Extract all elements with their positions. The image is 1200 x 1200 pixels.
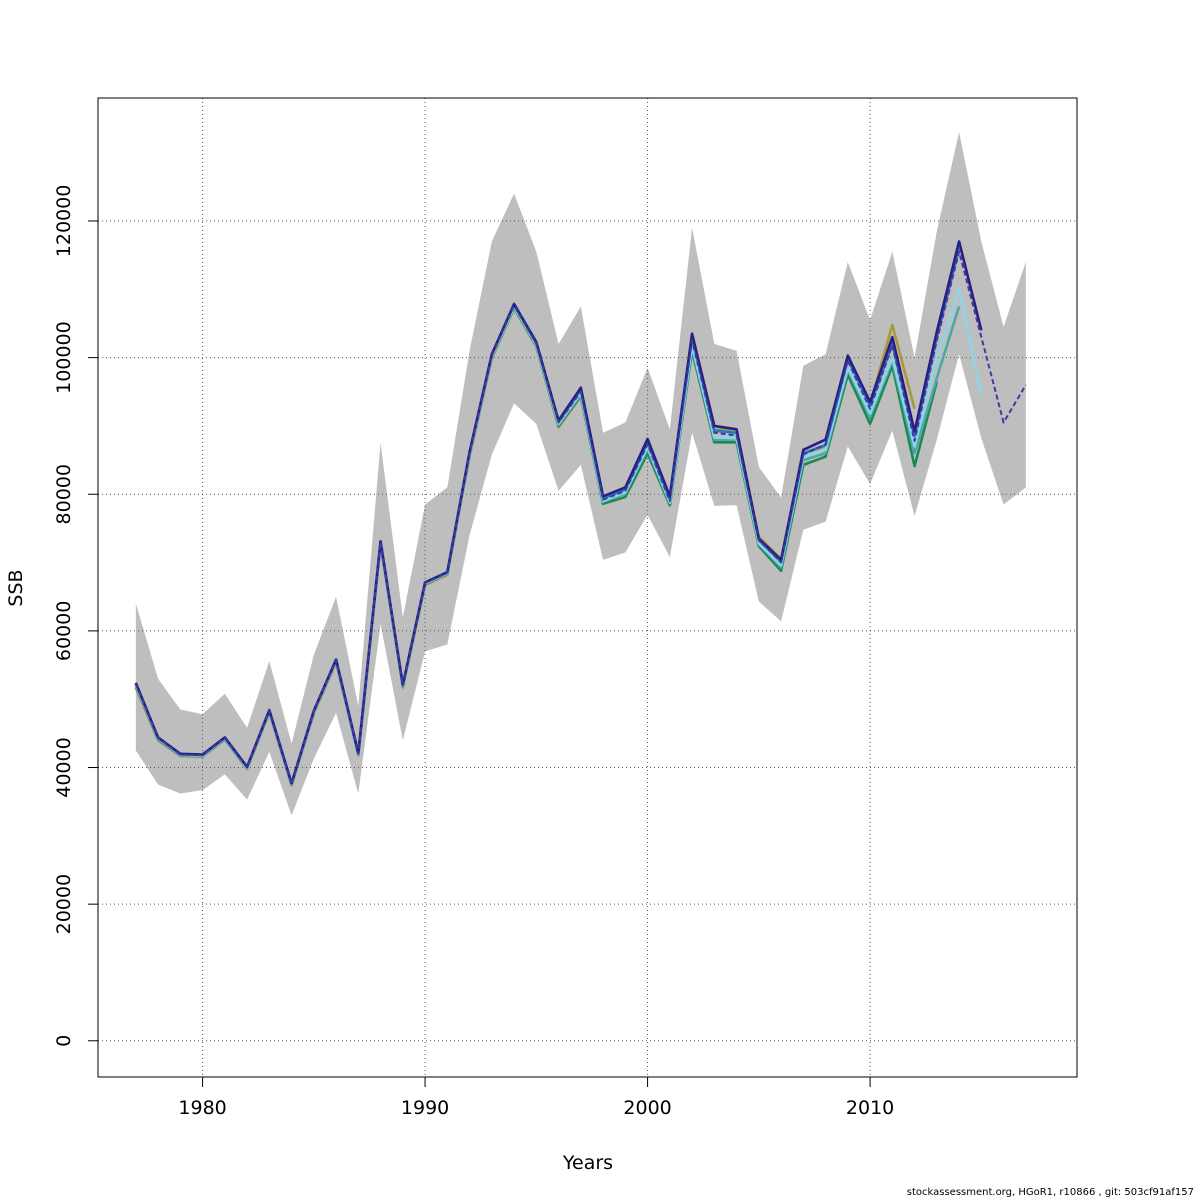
x-axis-label: Years bbox=[562, 1152, 613, 1174]
y-tick-label: 120000 bbox=[53, 185, 75, 258]
confidence-band-layer bbox=[135, 132, 1026, 816]
y-tick-label: 80000 bbox=[53, 464, 75, 524]
series-layer bbox=[134, 240, 1027, 787]
y-tick-label: 100000 bbox=[53, 321, 75, 394]
plot-frame bbox=[97, 97, 1078, 1078]
footer-credit: stockassessment.org, HGoR1, r10866 , git… bbox=[906, 1187, 1194, 1198]
x-tick-label: 1980 bbox=[178, 1097, 226, 1119]
confidence-band bbox=[135, 132, 1026, 816]
grid-layer bbox=[98, 98, 1077, 1077]
y-axis-label: SSB bbox=[5, 569, 27, 606]
y-tick-label: 20000 bbox=[53, 874, 75, 934]
x-tick-label: 1990 bbox=[401, 1097, 449, 1119]
series-line-0 bbox=[134, 250, 1027, 785]
y-tick-label: 60000 bbox=[53, 601, 75, 661]
x-tick-label: 2010 bbox=[846, 1097, 894, 1119]
y-tick-label: 0 bbox=[53, 1035, 75, 1047]
y-tick-label: 40000 bbox=[53, 737, 75, 797]
axis-layer: 1980 1990 2000 2010 0 20000 40000 60000 80000 100… bbox=[53, 185, 894, 1119]
x-tick-label: 2000 bbox=[623, 1097, 671, 1119]
